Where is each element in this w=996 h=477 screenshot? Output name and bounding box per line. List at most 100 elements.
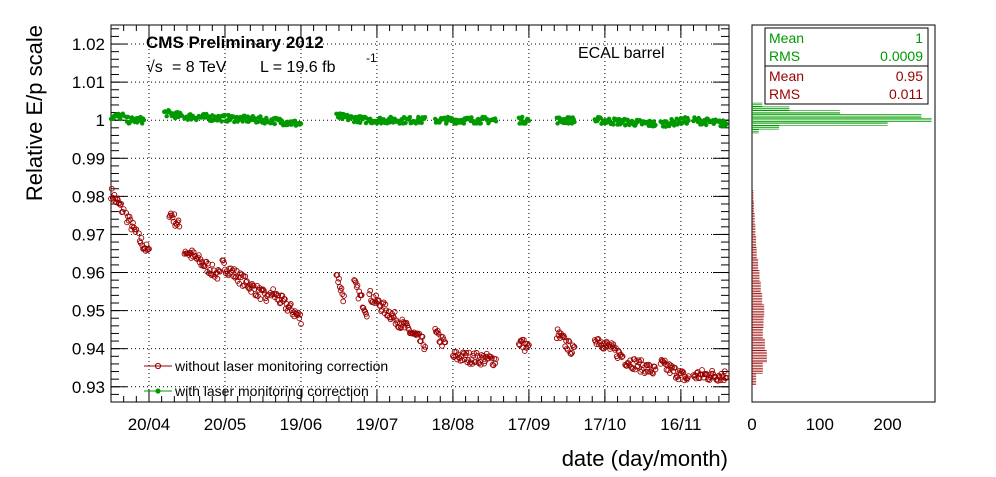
data-point-uncorrected (216, 268, 222, 274)
data-point-uncorrected (716, 374, 723, 380)
legend-label-uncorrected: without laser monitoring correction (174, 358, 388, 374)
data-point-corrected (179, 113, 185, 118)
histogram-layer (752, 102, 932, 385)
region-label: ECAL barrel (578, 45, 665, 62)
data-point-corrected (724, 121, 729, 127)
data-point-uncorrected (670, 368, 677, 375)
data-point-uncorrected (144, 247, 151, 254)
data-point-uncorrected (463, 350, 470, 356)
data-point-uncorrected (395, 324, 401, 330)
data-point-corrected (476, 116, 481, 122)
data-point-corrected (140, 121, 145, 126)
data-point-uncorrected (565, 337, 572, 344)
y-tick-label: 0.96 (72, 264, 105, 283)
data-point-uncorrected (618, 354, 625, 360)
data-point-uncorrected (472, 358, 479, 365)
data-point-uncorrected (287, 301, 294, 307)
data-point-uncorrected (645, 361, 652, 368)
data-point-uncorrected (340, 298, 347, 305)
data-point-uncorrected (617, 352, 623, 359)
data-point-corrected (253, 116, 258, 121)
data-point-uncorrected (571, 344, 578, 350)
data-point-uncorrected (481, 360, 488, 367)
data-point-corrected (611, 122, 616, 127)
data-point-uncorrected (336, 275, 342, 282)
data-point-corrected (403, 120, 408, 126)
y-tick-label: 0.97 (72, 225, 105, 244)
data-point-uncorrected (442, 339, 449, 346)
data-point-uncorrected (108, 185, 115, 192)
data-point-uncorrected (553, 335, 560, 342)
data-point-uncorrected (564, 346, 571, 353)
main-plot-frame (110, 24, 730, 403)
data-point-uncorrected (196, 259, 203, 266)
data-point-uncorrected (278, 292, 285, 299)
data-point-uncorrected (136, 230, 142, 237)
stats-box-corrected-frame (764, 27, 929, 67)
data-point-uncorrected (709, 367, 715, 374)
data-point-uncorrected (661, 357, 668, 364)
data-point-uncorrected (209, 261, 216, 268)
data-point-uncorrected (264, 292, 271, 299)
data-point-uncorrected (634, 363, 640, 370)
data-point-uncorrected (206, 267, 213, 273)
data-point-corrected (555, 121, 560, 126)
data-point-uncorrected (245, 285, 252, 291)
data-point-uncorrected (272, 291, 279, 298)
data-point-uncorrected (705, 376, 712, 382)
data-point-corrected (185, 117, 190, 122)
data-point-corrected (125, 114, 131, 120)
data-point-corrected (493, 119, 499, 124)
data-point-corrected (623, 122, 629, 127)
data-point-uncorrected (419, 333, 426, 340)
data-point-uncorrected (569, 349, 575, 356)
data-point-uncorrected (198, 262, 205, 269)
data-point-uncorrected (554, 326, 561, 333)
data-point-uncorrected (260, 287, 267, 294)
data-point-uncorrected (723, 374, 730, 381)
y-tick-label: 0.98 (72, 187, 105, 206)
data-point-corrected (526, 118, 532, 124)
data-point-uncorrected (263, 298, 270, 304)
data-point-uncorrected (403, 319, 410, 326)
x-tick-label: 19/06 (280, 415, 323, 434)
data-point-uncorrected (610, 341, 617, 348)
data-point-corrected (478, 121, 483, 126)
data-point-corrected (419, 120, 424, 126)
data-point-corrected (173, 116, 178, 121)
y-tick-label: 1.01 (72, 73, 105, 92)
data-point-uncorrected (124, 219, 130, 226)
data-point-uncorrected (175, 217, 182, 224)
data-point-uncorrected (176, 223, 183, 230)
data-point-corrected (240, 119, 245, 124)
data-point-uncorrected (117, 202, 124, 208)
data-point-corrected (363, 120, 369, 126)
legend-marker-corrected (155, 388, 161, 394)
data-point-uncorrected (399, 316, 406, 323)
data-point-corrected (340, 116, 345, 122)
data-point-uncorrected (118, 201, 124, 207)
data-point-uncorrected (706, 377, 713, 383)
data-point-corrected (461, 121, 467, 126)
data-point-uncorrected (297, 311, 303, 318)
data-point-uncorrected (397, 325, 404, 331)
data-point-uncorrected (477, 361, 484, 368)
data-point-uncorrected (382, 301, 389, 308)
chart-title: CMS Preliminary 2012 (146, 33, 324, 52)
stats-box-corrected: Mean 1 RMS 0.0009 (764, 27, 929, 67)
y-axis-title: Relative E/p scale (22, 25, 47, 201)
data-point-uncorrected (652, 366, 659, 373)
data-point-uncorrected (712, 373, 719, 380)
data-point-corrected (222, 112, 228, 118)
data-point-uncorrected (338, 285, 345, 292)
data-point-uncorrected (146, 246, 152, 252)
data-point-corrected (704, 122, 709, 128)
data-point-uncorrected (398, 324, 405, 330)
data-point-uncorrected (242, 273, 249, 280)
data-point-corrected (469, 115, 474, 120)
data-point-uncorrected (339, 291, 346, 297)
data-point-uncorrected (132, 229, 139, 235)
hist-x-tick-label: 0 (747, 415, 756, 434)
data-point-uncorrected (366, 291, 373, 297)
